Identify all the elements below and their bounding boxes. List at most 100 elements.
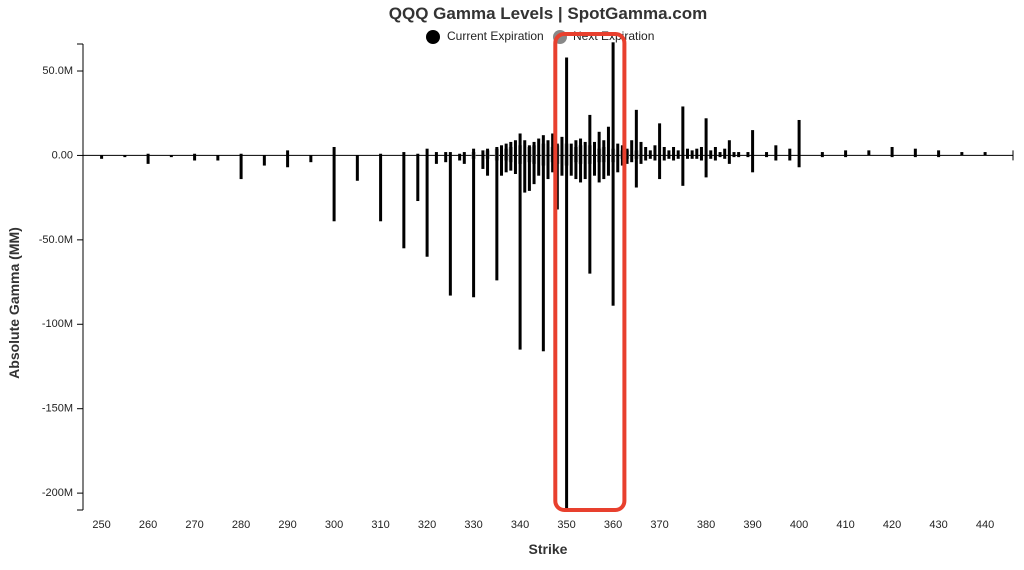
current-expiration-bar-negative — [937, 155, 941, 158]
current-expiration-bar-negative — [523, 155, 527, 193]
legend-label-current: Current Expiration — [447, 29, 544, 43]
current-expiration-bar-negative — [458, 155, 462, 161]
current-expiration-bar-negative — [667, 155, 671, 159]
current-expiration-bar-positive — [574, 140, 578, 156]
current-expiration-bar-negative — [686, 155, 689, 159]
x-tick-label: 400 — [790, 519, 808, 531]
current-expiration-bar-positive — [751, 130, 755, 156]
current-expiration-bar-positive — [611, 42, 615, 156]
current-expiration-bar-negative — [518, 155, 522, 350]
current-expiration-bar-negative — [695, 155, 699, 159]
x-tick-label: 290 — [278, 519, 296, 531]
current-expiration-bar-positive — [676, 150, 680, 156]
current-expiration-bar-negative — [500, 155, 503, 176]
current-expiration-bar-positive — [890, 146, 894, 156]
current-expiration-bar-negative — [146, 155, 150, 164]
current-expiration-bar-negative — [737, 155, 741, 158]
current-expiration-bar-negative — [495, 155, 499, 281]
current-expiration-bar-negative — [434, 155, 438, 164]
current-expiration-bar-positive — [546, 140, 550, 156]
current-expiration-bar-positive — [597, 131, 601, 156]
current-expiration-bar-positive — [472, 148, 476, 156]
current-expiration-bar-positive — [867, 150, 871, 156]
y-tick-label: -100M — [42, 318, 73, 330]
current-expiration-bar-negative — [551, 155, 555, 173]
current-expiration-bar-positive — [527, 145, 531, 156]
current-expiration-bar-negative — [444, 155, 448, 163]
current-expiration-bar-positive — [774, 145, 778, 156]
current-expiration-bar-positive — [402, 152, 406, 156]
current-expiration-bar-positive — [504, 143, 508, 156]
current-expiration-bar-negative — [713, 155, 717, 161]
current-expiration-bar-negative — [565, 155, 569, 509]
current-expiration-bar-negative — [597, 155, 601, 183]
current-expiration-bar-negative — [788, 155, 792, 161]
current-expiration-bar-negative — [611, 155, 615, 306]
current-expiration-bar-negative — [690, 155, 694, 159]
current-expiration-bar-negative — [765, 155, 769, 158]
current-expiration-bar-positive — [695, 148, 699, 156]
current-expiration-bar-positive — [746, 152, 750, 156]
current-expiration-bar-negative — [746, 155, 750, 158]
y-axis-label: Absolute Gamma (MM) — [6, 227, 22, 379]
current-expiration-bar-positive — [193, 153, 197, 156]
current-expiration-bar-negative — [574, 155, 578, 180]
axes: 50.0M 0.00 -50.0M -100M -150M -200M 250 260 270 2… — [39, 43, 1014, 531]
current-expiration-bar-positive — [551, 133, 555, 156]
current-expiration-bar-negative — [425, 155, 429, 257]
current-expiration-bar-positive — [560, 136, 564, 156]
current-expiration-bar-negative — [462, 155, 466, 164]
y-tick-label: -150M — [42, 403, 73, 415]
x-tick-label: 310 — [371, 519, 389, 531]
x-tick-label: 280 — [232, 519, 250, 531]
current-expiration-bar-negative — [481, 155, 485, 169]
y-tick-label: 50.0M — [42, 65, 73, 77]
current-expiration-bar-positive — [537, 138, 541, 156]
x-tick-label: 300 — [325, 519, 343, 531]
current-expiration-bar-positive — [653, 145, 657, 156]
current-expiration-bar-negative — [718, 155, 722, 158]
current-expiration-bar-positive — [704, 118, 708, 156]
current-expiration-bar-positive — [518, 133, 522, 156]
current-expiration-bar-negative — [723, 155, 727, 159]
y-tick-label: -50.0M — [39, 234, 73, 246]
current-expiration-bar-negative — [732, 155, 736, 158]
current-expiration-bar-positive — [565, 57, 569, 156]
x-tick-label: 430 — [929, 519, 947, 531]
current-expiration-bar-negative — [286, 155, 290, 168]
current-expiration-bar-negative — [472, 155, 476, 298]
current-expiration-bar-negative — [569, 155, 573, 176]
highlight-rectangle — [553, 32, 627, 512]
current-expiration-bar-positive — [718, 152, 722, 156]
current-expiration-bar-negative — [648, 155, 652, 159]
current-expiration-bar-positive — [630, 140, 634, 156]
current-expiration-bar-negative — [774, 155, 778, 161]
current-expiration-bar-negative — [193, 155, 197, 161]
current-expiration-bar-negative — [262, 155, 266, 166]
current-expiration-bar-positive — [602, 140, 606, 156]
current-expiration-bar-negative — [309, 155, 313, 163]
current-expiration-bar-negative — [216, 155, 220, 161]
current-expiration-bar-positive — [486, 148, 490, 156]
current-expiration-bar-positive — [458, 153, 462, 156]
current-expiration-bar-negative — [504, 155, 508, 173]
current-expiration-bar-positive — [667, 150, 671, 156]
current-expiration-bar-positive — [239, 153, 243, 156]
y-tick-label: 0.00 — [52, 149, 73, 161]
current-expiration-bar-positive — [583, 141, 587, 156]
current-expiration-bar-positive — [634, 109, 638, 156]
current-expiration-bar-negative — [820, 155, 824, 158]
current-expiration-bar-negative — [513, 155, 517, 175]
current-expiration-bar-positive — [462, 152, 466, 156]
current-expiration-bar-negative — [625, 155, 629, 164]
current-expiration-bar-negative — [704, 155, 708, 178]
legend-marker-current — [426, 30, 440, 44]
current-expiration-bar-negative — [583, 155, 587, 180]
current-expiration-bar-negative — [751, 155, 755, 173]
current-expiration-bar-negative — [630, 155, 634, 163]
current-expiration-bar-positive — [593, 141, 596, 156]
current-expiration-bar-positive — [579, 138, 583, 156]
current-expiration-bar-negative — [676, 155, 680, 159]
